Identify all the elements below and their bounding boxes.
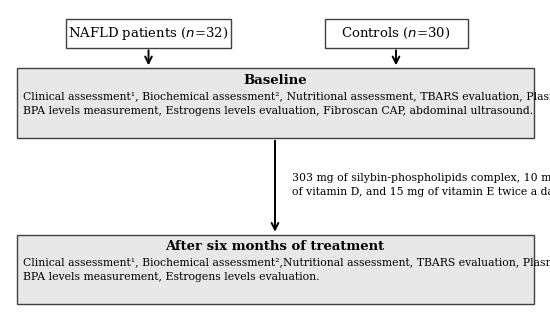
Text: Clinical assessment¹, Biochemical assessment²,Nutritional assessment, TBARS eval: Clinical assessment¹, Biochemical assess…: [23, 258, 550, 282]
Text: NAFLD patients ($\it{n}$=32): NAFLD patients ($\it{n}$=32): [68, 25, 229, 42]
Text: Baseline: Baseline: [243, 74, 307, 87]
FancyBboxPatch shape: [16, 235, 534, 304]
Text: 303 mg of silybin-phospholipids complex, 10 mg
of vitamin D, and 15 mg of vitami: 303 mg of silybin-phospholipids complex,…: [292, 173, 550, 197]
FancyBboxPatch shape: [324, 19, 468, 48]
FancyBboxPatch shape: [16, 68, 534, 138]
Text: Clinical assessment¹, Biochemical assessment², Nutritional assessment, TBARS eva: Clinical assessment¹, Biochemical assess…: [23, 92, 550, 115]
Text: After six months of treatment: After six months of treatment: [166, 240, 384, 253]
FancyBboxPatch shape: [66, 19, 231, 48]
Text: Controls ($\it{n}$=30): Controls ($\it{n}$=30): [342, 26, 450, 41]
